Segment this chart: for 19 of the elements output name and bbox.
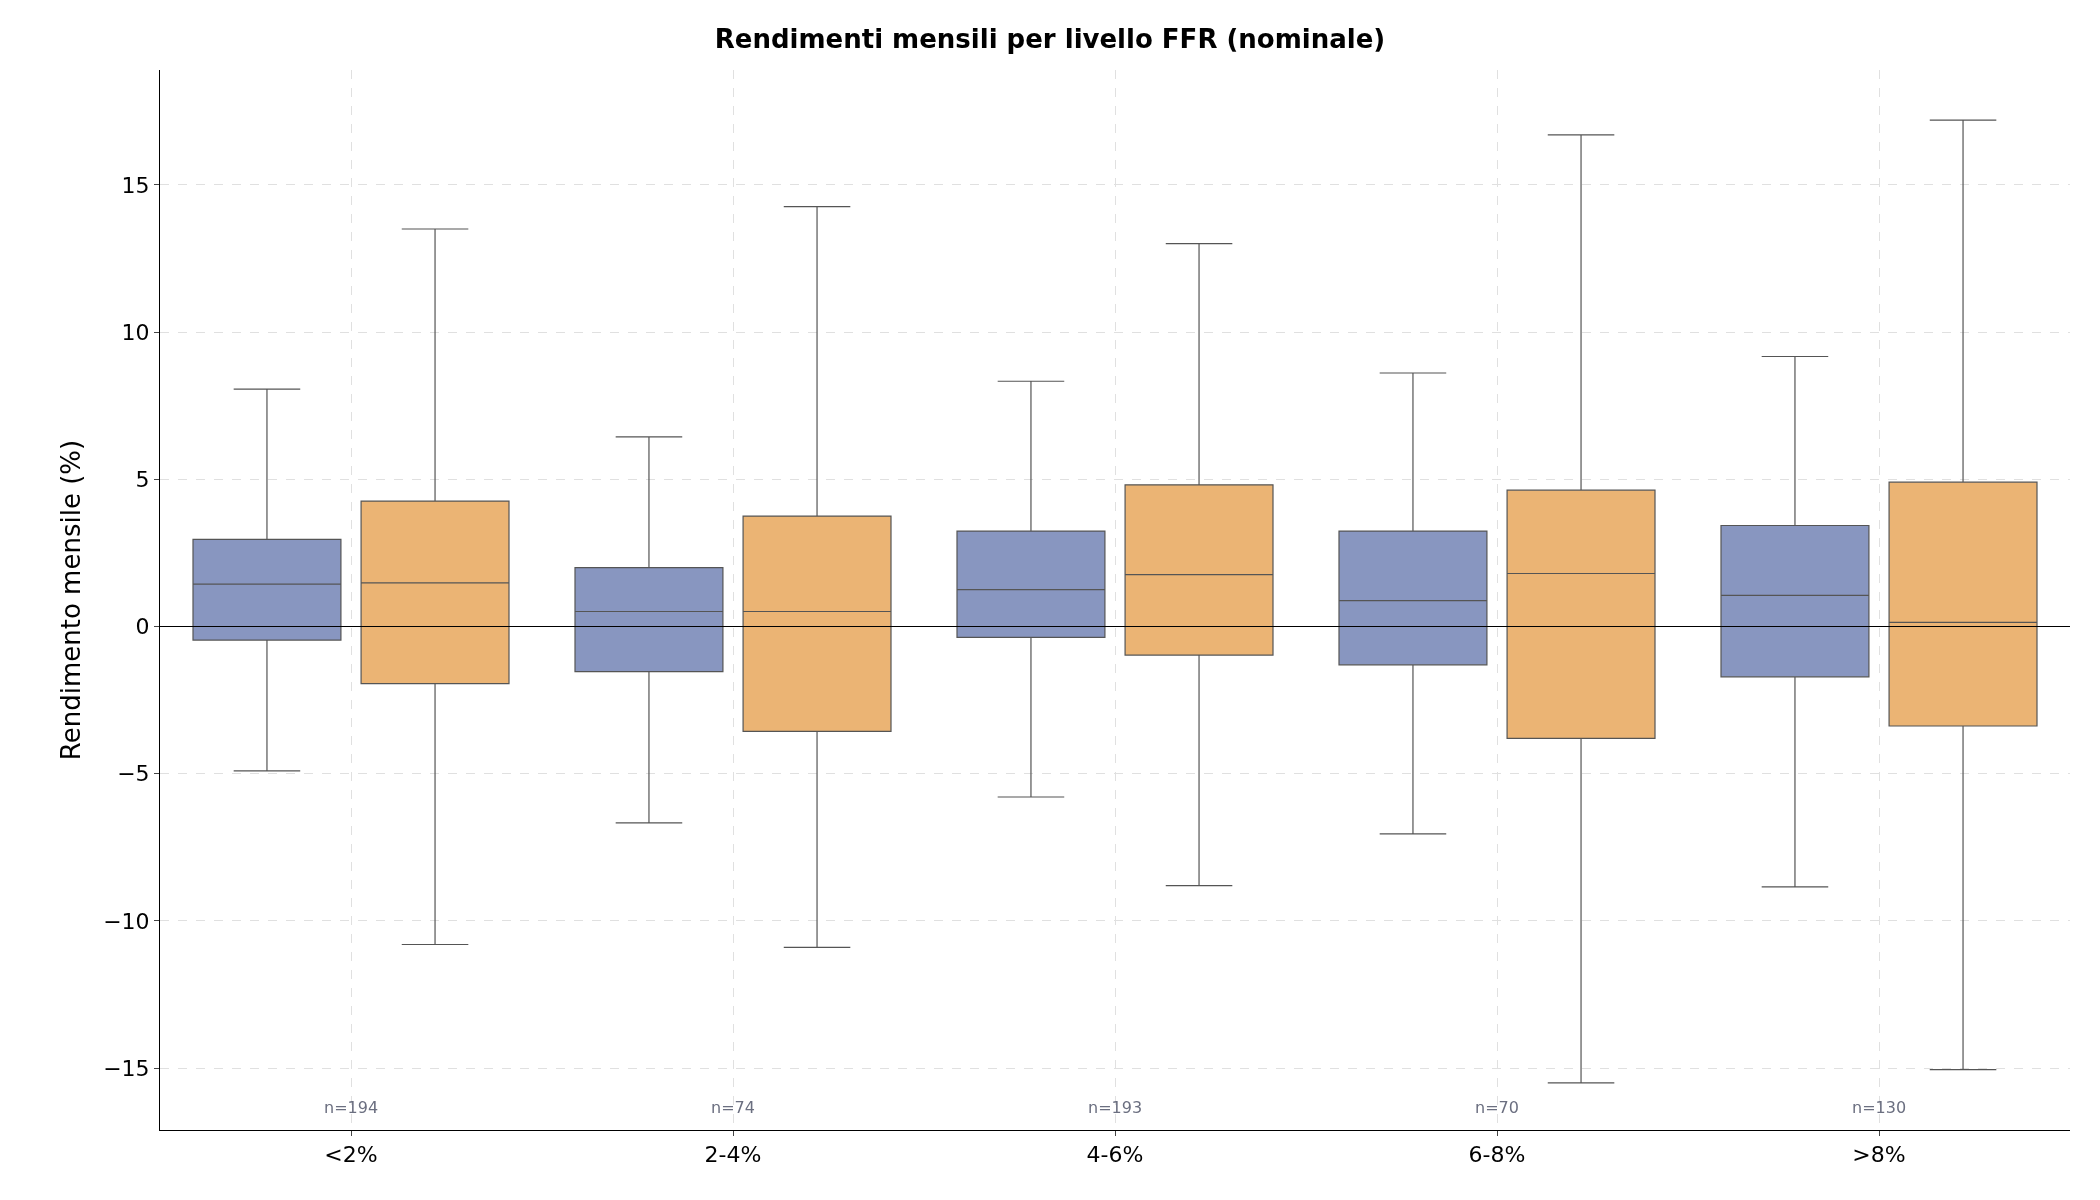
y-tick-label: 15: [121, 172, 150, 198]
y-tick-label: −15: [103, 1055, 150, 1081]
y-tick-label: 5: [135, 466, 150, 492]
x-tick-label: 2-4%: [704, 1142, 762, 1168]
y-tick-label: −10: [103, 908, 150, 934]
annotation: n=193: [1088, 1098, 1143, 1117]
x-tick-label: <2%: [324, 1142, 378, 1168]
y-tick-label: 10: [121, 319, 150, 345]
chart-title: Rendimenti mensili per livello FFR (nominale): [714, 24, 1386, 55]
y-tick-label: −5: [117, 761, 150, 787]
annotation: n=130: [1852, 1098, 1907, 1117]
y-tick-label: 0: [135, 614, 150, 640]
annotation: n=194: [324, 1098, 379, 1117]
annotation: n=70: [1475, 1098, 1519, 1117]
x-tick-label: 6-8%: [1468, 1142, 1526, 1168]
annotation: n=74: [711, 1098, 755, 1117]
x-tick-label: 4-6%: [1086, 1142, 1144, 1168]
x-tick-label: >8%: [1852, 1142, 1906, 1168]
y-axis-title: Rendimento mensile (%): [55, 439, 86, 761]
